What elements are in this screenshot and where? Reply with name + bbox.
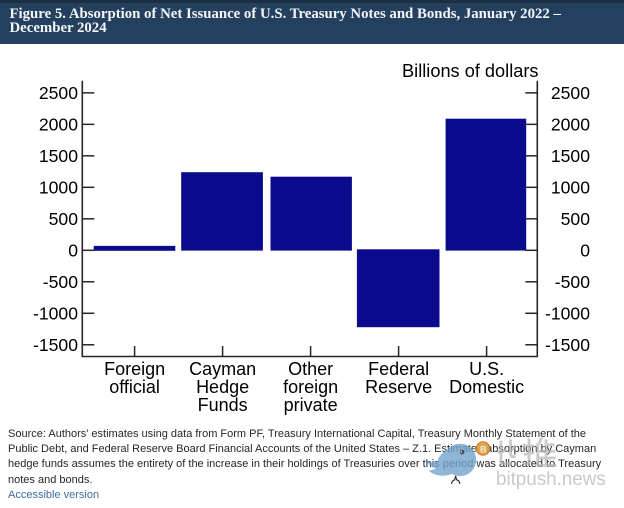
svg-text:-1000: -1000 xyxy=(545,304,590,324)
svg-text:500: 500 xyxy=(561,209,591,229)
svg-text:official: official xyxy=(109,377,160,397)
svg-text:1000: 1000 xyxy=(551,178,590,198)
svg-text:private: private xyxy=(284,395,338,415)
svg-text:Federal: Federal xyxy=(368,359,429,379)
svg-text:1500: 1500 xyxy=(39,146,78,166)
svg-text:foreign: foreign xyxy=(283,377,338,397)
svg-text:-1000: -1000 xyxy=(33,304,78,324)
svg-text:-500: -500 xyxy=(555,272,590,292)
svg-text:Reserve: Reserve xyxy=(365,377,432,397)
svg-text:1000: 1000 xyxy=(39,178,78,198)
svg-text:Foreign: Foreign xyxy=(104,359,165,379)
svg-text:U.S.: U.S. xyxy=(469,359,504,379)
svg-text:0: 0 xyxy=(580,241,590,261)
svg-text:-1500: -1500 xyxy=(33,335,78,355)
svg-text:2500: 2500 xyxy=(39,83,78,103)
svg-text:0: 0 xyxy=(68,241,78,261)
svg-text:-500: -500 xyxy=(43,272,78,292)
svg-text:2500: 2500 xyxy=(551,83,590,103)
svg-text:500: 500 xyxy=(49,209,79,229)
svg-text:Funds: Funds xyxy=(198,395,248,415)
svg-text:Other: Other xyxy=(288,359,333,379)
svg-text:Domestic: Domestic xyxy=(449,377,524,397)
svg-text:2000: 2000 xyxy=(39,115,78,135)
svg-text:Billions of dollars: Billions of dollars xyxy=(402,61,538,81)
svg-text:1500: 1500 xyxy=(551,146,590,166)
svg-text:2000: 2000 xyxy=(551,115,590,135)
svg-text:Cayman: Cayman xyxy=(189,359,256,379)
svg-text:-1500: -1500 xyxy=(545,335,590,355)
svg-text:Hedge: Hedge xyxy=(196,377,249,397)
